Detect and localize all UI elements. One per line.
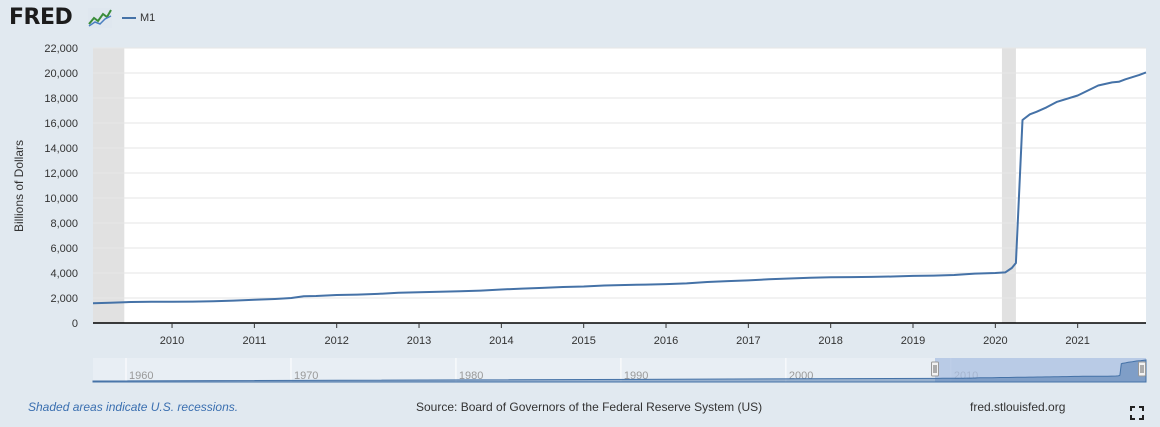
x-tick-label: 2012	[324, 335, 348, 347]
x-tick-label: 2021	[1065, 335, 1089, 347]
y-tick-label: 0	[72, 318, 78, 330]
x-tick-label: 2010	[160, 335, 184, 347]
navigator-tick-label: 1980	[459, 370, 483, 382]
series-layer	[92, 71, 1147, 305]
navigator-series	[92, 359, 1147, 383]
legend-label-m1: M1	[140, 12, 156, 24]
y-gridlines	[93, 47, 1146, 299]
source-text: Source: Board of Governors of the Federa…	[416, 400, 763, 414]
legend-swatch-m1	[122, 17, 136, 19]
series-line-m1[interactable]	[92, 71, 1147, 305]
x-tick-label: 2017	[736, 335, 760, 347]
fullscreen-icon[interactable]	[1130, 406, 1144, 420]
y-tick-label: 6,000	[50, 243, 78, 255]
navigator-tick-label: 1970	[294, 370, 318, 382]
x-tick-label: 2020	[983, 335, 1007, 347]
x-tick-label: 2015	[571, 335, 595, 347]
y-tick-label: 10,000	[44, 193, 78, 205]
navigator-handle-left[interactable]	[931, 361, 940, 377]
y-axis-label: Billions of Dollars	[12, 140, 26, 232]
x-tick-label: 2019	[901, 335, 925, 347]
fred-line-graph-icon	[88, 8, 112, 28]
x-tick-label: 2014	[489, 335, 513, 347]
navigator-handle-grip[interactable]	[1138, 361, 1146, 377]
x-tick-label: 2016	[654, 335, 678, 347]
y-tick-label: 8,000	[50, 218, 78, 230]
chart-canvas: 0 2,000 4,000 6,000 8,000 10,000 12,000 14,000 1…	[12, 43, 1147, 383]
recession-band-1	[1001, 48, 1016, 323]
chart-header: FRED M1	[0, 0, 1160, 40]
chart-legend[interactable]: M1	[122, 10, 155, 26]
y-tick-label: 20,000	[44, 68, 78, 80]
plot-area	[93, 48, 1146, 323]
navigator-handle-right[interactable]	[1138, 361, 1146, 377]
x-tick-label: 2011	[243, 335, 267, 347]
navigator-handle-grip[interactable]	[931, 361, 940, 377]
y-tick-label: 14,000	[44, 143, 78, 155]
y-tick-label: 12,000	[44, 168, 78, 180]
recession-bands	[93, 48, 1016, 323]
recession-band-0	[93, 48, 125, 323]
y-tick-label: 2,000	[50, 293, 78, 305]
x-tick-labels: 2010 2011 2012 2013 2014 2015 2016 2017 2018 2019…	[160, 323, 1090, 347]
x-tick-label: 2013	[407, 335, 431, 347]
y-tick-label: 22,000	[44, 43, 78, 55]
navigator-tick-label: 1960	[129, 370, 153, 382]
y-tick-label: 16,000	[44, 118, 78, 130]
fred-logo[interactable]: FRED	[9, 5, 73, 30]
site-url[interactable]: fred.stlouisfed.org	[970, 400, 1066, 414]
range-navigator[interactable]: 196019701980199020002010	[92, 358, 1147, 383]
y-tick-label: 18,000	[44, 93, 78, 105]
recession-note-link[interactable]: Shaded areas indicate U.S. recessions.	[28, 400, 239, 414]
y-tick-labels: 0 2,000 4,000 6,000 8,000 10,000 12,000 14,000 1…	[44, 43, 78, 330]
y-tick-label: 4,000	[50, 268, 78, 280]
x-tick-label: 2018	[818, 335, 842, 347]
